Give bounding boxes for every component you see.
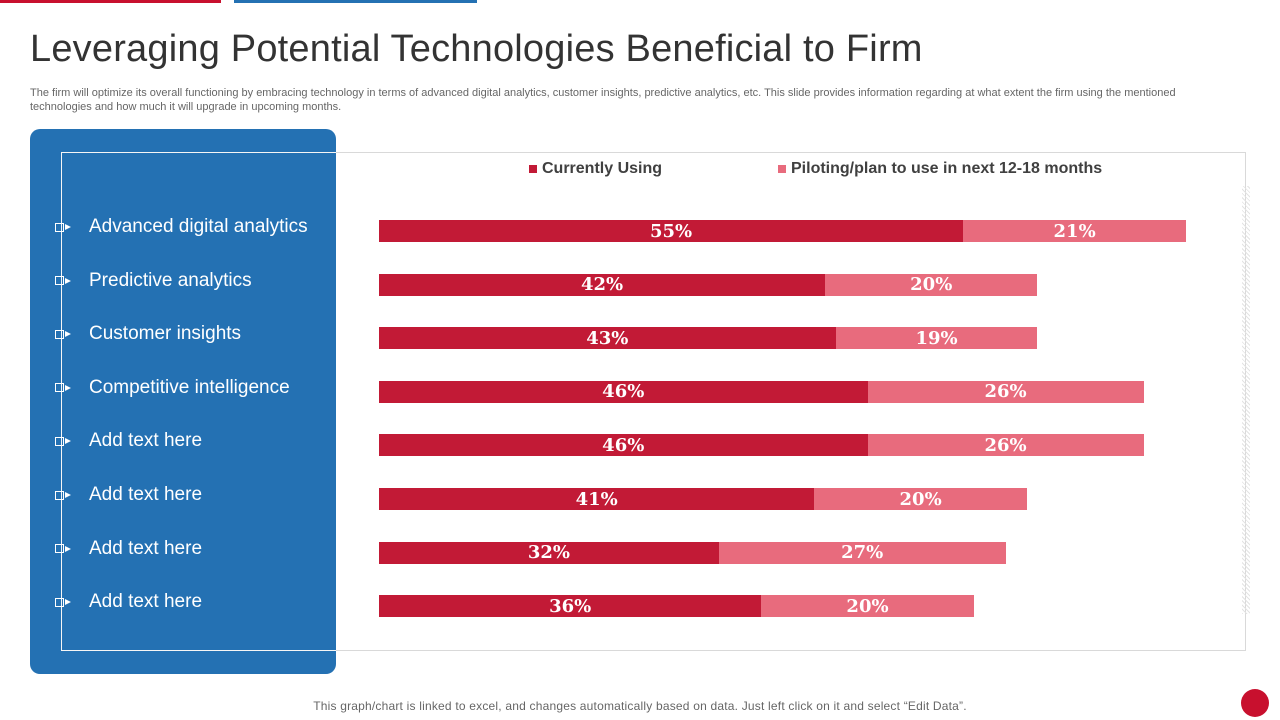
- bar-data-label: 32%: [527, 542, 570, 564]
- bar-data-label: 26%: [984, 381, 1027, 403]
- category-item: Add text here: [55, 483, 202, 507]
- bar-currently-using[interactable]: 36%: [379, 595, 762, 618]
- bar-data-label: 20%: [899, 488, 942, 510]
- category-label: Competitive intelligence: [89, 376, 290, 398]
- category-label: Predictive analytics: [89, 269, 252, 291]
- legend-item-currently: Currently Using: [529, 158, 662, 180]
- accent-bar-blue: [234, 0, 477, 3]
- category-label: Advanced digital analytics: [89, 216, 308, 237]
- category-label: Add text here: [89, 484, 203, 505]
- bar-currently-using[interactable]: 42%: [379, 273, 826, 296]
- bar-currently-using[interactable]: 55%: [379, 220, 964, 242]
- bullet-arrow-icon: [55, 544, 71, 554]
- bar-data-label: 55%: [649, 220, 693, 242]
- bar-currently-using[interactable]: 46%: [379, 380, 868, 403]
- accent-bar-red: [0, 0, 221, 3]
- bullet-arrow-icon: [55, 329, 71, 339]
- bar-currently-using[interactable]: 41%: [379, 488, 815, 510]
- category-panel: [30, 129, 336, 674]
- category-label: Add text here: [89, 591, 203, 613]
- category-item: Advanced digital analytics: [55, 215, 308, 239]
- bullet-arrow-icon: [55, 597, 71, 607]
- category-item: Predictive analytics: [55, 269, 252, 293]
- category-label: Customer insights: [89, 323, 242, 345]
- bullet-arrow-icon: [55, 436, 71, 446]
- bar-currently-using[interactable]: 32%: [379, 541, 719, 564]
- bullet-arrow-icon: [55, 490, 71, 500]
- bar-piloting[interactable]: 19%: [835, 327, 1038, 350]
- category-item: Add text here: [55, 429, 202, 453]
- footnote: This graph/chart is linked to excel, and…: [313, 699, 967, 713]
- bar-data-label: 19%: [915, 327, 958, 349]
- bar-piloting[interactable]: 20%: [761, 595, 974, 618]
- bar-piloting[interactable]: 21%: [963, 220, 1187, 242]
- category-item: Competitive intelligence: [55, 376, 290, 400]
- category-label: Add text here: [89, 537, 203, 559]
- bar-data-label: 20%: [846, 595, 889, 617]
- page-title: Leveraging Potential Technologies Benefi…: [30, 28, 923, 70]
- bar-data-label: 21%: [1053, 220, 1096, 242]
- category-item: Add text here: [55, 590, 202, 614]
- bar-piloting[interactable]: 26%: [867, 380, 1144, 403]
- chart-scroll-hatch: [1242, 186, 1250, 614]
- category-item: Customer insights: [55, 322, 241, 346]
- bar-currently-using[interactable]: 46%: [379, 434, 868, 457]
- bar-data-label: 41%: [575, 488, 618, 510]
- legend-label-piloting: Piloting/plan to use in next 12-18 month…: [791, 160, 1103, 177]
- legend-label-currently: Currently Using: [542, 160, 663, 177]
- bar-currently-using[interactable]: 43%: [379, 327, 836, 350]
- bar-data-label: 46%: [602, 381, 645, 403]
- bullet-arrow-icon: [55, 383, 71, 393]
- bar-data-label: 36%: [549, 595, 592, 617]
- category-item: Add text here: [55, 537, 202, 561]
- corner-dot-icon: [1241, 689, 1269, 717]
- page-subtitle: The firm will optimize its overall funct…: [30, 87, 1176, 113]
- bar-data-label: 20%: [910, 274, 953, 296]
- category-label: Add text here: [89, 430, 203, 452]
- bar-data-label: 26%: [984, 434, 1027, 456]
- legend-swatch-piloting: [778, 165, 786, 173]
- bar-piloting[interactable]: 20%: [825, 273, 1038, 296]
- bar-piloting[interactable]: 20%: [814, 488, 1027, 510]
- bar-data-label: 43%: [586, 327, 629, 349]
- bullet-arrow-icon: [55, 222, 71, 232]
- bar-piloting[interactable]: 26%: [867, 434, 1144, 457]
- bar-data-label: 27%: [841, 542, 884, 564]
- bar-data-label: 42%: [580, 274, 624, 296]
- chart-frame-panel-edge: [61, 152, 336, 651]
- legend-swatch-currently: [529, 165, 537, 173]
- legend-item-piloting: Piloting/plan to use in next 12-18 month…: [778, 158, 1102, 180]
- bar-piloting[interactable]: 27%: [718, 541, 1006, 564]
- bullet-arrow-icon: [55, 276, 71, 286]
- bar-data-label: 46%: [602, 434, 645, 456]
